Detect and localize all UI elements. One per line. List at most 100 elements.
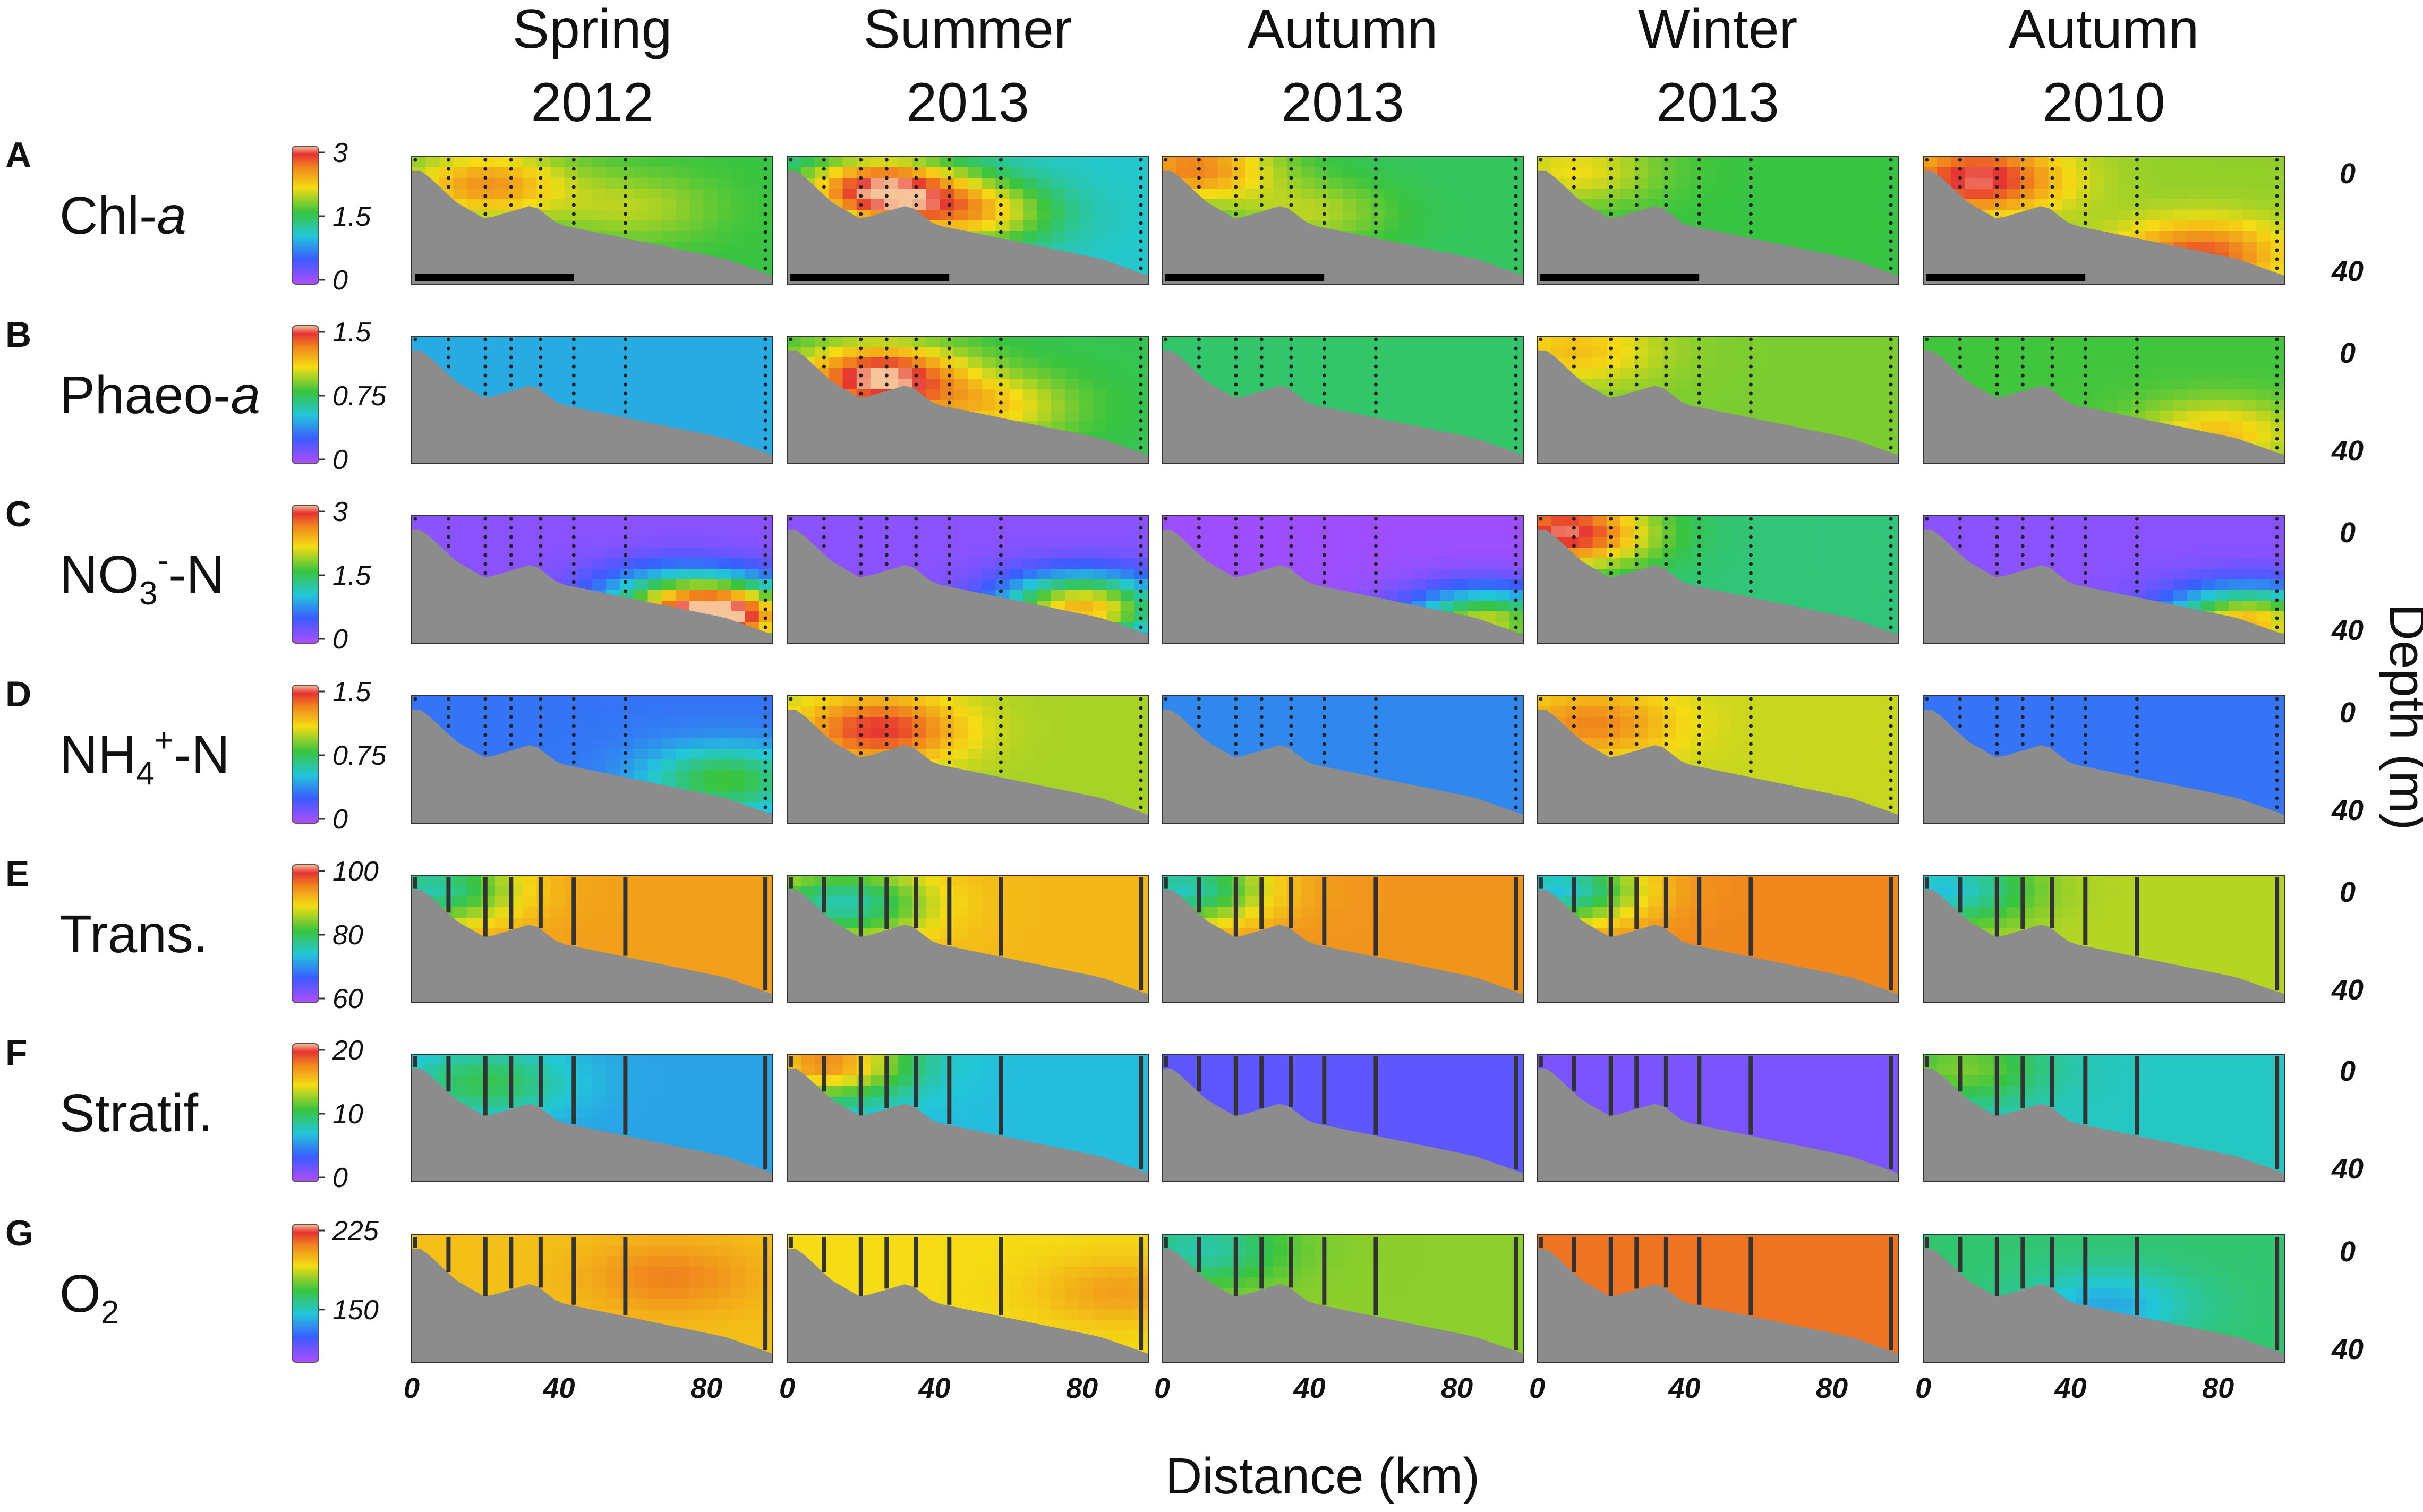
colorbar-tick-label: 3 — [332, 138, 348, 168]
field-cell — [1106, 379, 1121, 390]
field-cell — [1412, 548, 1427, 559]
field-cell — [2256, 167, 2271, 178]
field-cell — [1009, 231, 1024, 242]
field-cell — [1978, 347, 1993, 358]
section-panel — [1923, 336, 2285, 464]
sample-dot — [2135, 230, 2139, 234]
field-cell — [1481, 210, 1496, 221]
field-cell — [1384, 231, 1399, 242]
field-cell — [1592, 336, 1607, 347]
sample-dot — [1514, 248, 1518, 252]
field-cell — [1287, 558, 1302, 569]
sample-dot — [999, 346, 1003, 351]
field-cell — [1801, 336, 1815, 347]
field-cell — [1398, 569, 1413, 580]
sample-dot — [1697, 382, 1701, 387]
field-cell — [661, 569, 676, 580]
field-cell — [675, 590, 690, 601]
field-cell — [1051, 516, 1065, 527]
field-cell — [2131, 220, 2146, 232]
sample-dot — [822, 517, 826, 521]
field-cell — [1328, 220, 1343, 232]
field-cell — [1759, 368, 1774, 379]
field-cell — [1037, 231, 1052, 242]
field-cell — [467, 167, 482, 178]
field-cell — [2104, 189, 2118, 200]
field-cell — [1815, 368, 1830, 379]
field-cell — [1412, 558, 1427, 569]
field-cell — [1495, 579, 1510, 591]
field-cell — [1718, 347, 1732, 358]
field-cell — [1440, 590, 1455, 601]
field-cell — [1356, 220, 1371, 232]
sample-dot — [2050, 158, 2054, 162]
field-cell — [1676, 167, 1691, 178]
field-cell — [1343, 336, 1357, 347]
field-cell — [1787, 210, 1802, 221]
field-cell — [1992, 347, 2007, 358]
field-cell — [1356, 558, 1371, 569]
field-cell — [1106, 368, 1121, 379]
field-cell — [856, 368, 871, 379]
sample-dot — [1322, 176, 1326, 180]
field-cell — [1718, 199, 1732, 210]
field-cell — [1759, 220, 1774, 232]
field-cell — [1106, 220, 1121, 232]
field-cell — [926, 537, 941, 548]
field-cell — [815, 516, 830, 527]
field-cell — [926, 368, 941, 379]
sample-dot — [999, 230, 1003, 234]
field-cell — [1356, 347, 1371, 358]
field-cell — [2118, 220, 2132, 232]
sample-dot — [884, 185, 889, 189]
sample-dot — [2050, 373, 2054, 378]
field-cell — [968, 569, 982, 580]
field-cell — [1217, 357, 1232, 369]
field-cell — [815, 178, 830, 189]
sample-dot — [483, 535, 488, 539]
field-cell — [1454, 590, 1469, 601]
field-cell — [2242, 178, 2257, 189]
field-cell — [1759, 178, 1774, 189]
field-cell — [1079, 526, 1094, 537]
field-cell — [1606, 379, 1621, 390]
field-cell — [1093, 368, 1107, 379]
field-cell — [564, 357, 579, 369]
sample-dot — [1197, 355, 1201, 360]
panel-border — [1537, 156, 1899, 285]
sample-dot — [509, 346, 513, 351]
field-cell — [1134, 220, 1149, 232]
field-cell — [1315, 558, 1329, 569]
field-cell — [675, 368, 690, 379]
field-cell — [1079, 210, 1094, 221]
field-cell — [1884, 242, 1899, 253]
sample-dot — [763, 589, 767, 593]
field-cell — [1009, 548, 1024, 559]
field-cell — [1965, 357, 1980, 369]
field-cell — [1079, 569, 1094, 580]
field-cell — [1481, 537, 1496, 548]
field-cell — [1579, 336, 1593, 347]
panel-letter: B — [5, 314, 31, 355]
sample-dot — [1289, 167, 1293, 171]
field-cell — [1120, 220, 1135, 232]
field-cell — [1454, 189, 1469, 200]
field-cell — [870, 189, 885, 200]
field-cell — [1870, 347, 1885, 358]
field-cell — [926, 199, 941, 210]
field-cell — [1454, 379, 1469, 390]
sample-dot — [947, 544, 951, 548]
field-cell — [1370, 516, 1385, 527]
field-cell — [745, 601, 760, 612]
field-cell — [2201, 389, 2216, 400]
field-cell — [453, 548, 468, 559]
field-cell — [509, 548, 524, 559]
field-cell — [842, 178, 857, 189]
field-cell — [1509, 336, 1524, 347]
sample-dot — [1514, 176, 1518, 180]
field-cell — [1065, 210, 1080, 221]
field-cell — [2076, 368, 2091, 379]
sample-dot — [1609, 382, 1613, 387]
field-cell — [1842, 210, 1857, 221]
field-cell — [1676, 210, 1691, 221]
